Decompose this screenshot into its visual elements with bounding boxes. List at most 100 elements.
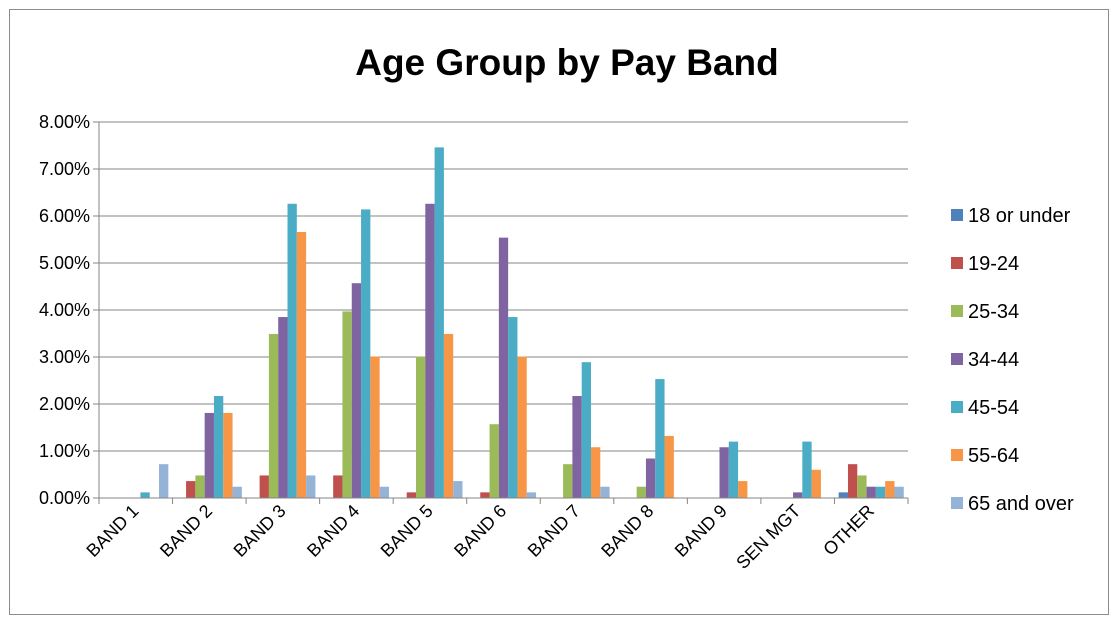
legend-item: 55-64 [951, 445, 1019, 467]
bar [159, 464, 169, 498]
legend-item: 65 and over [951, 493, 1074, 515]
legend-label: 18 or under [968, 205, 1071, 227]
legend-swatch [951, 257, 963, 269]
bar [306, 475, 316, 498]
bar [738, 481, 748, 498]
bar [563, 464, 573, 498]
bar [406, 492, 417, 498]
legend-label: 25-34 [968, 301, 1019, 323]
bar [508, 317, 518, 498]
bar [847, 464, 858, 498]
bar [232, 486, 242, 498]
x-tick-label: BAND 7 [524, 501, 584, 561]
y-tick-label: 0.00% [39, 488, 90, 508]
bar [195, 475, 205, 498]
bar [664, 435, 674, 498]
bar [416, 356, 426, 498]
bar [370, 356, 380, 498]
bar [857, 475, 867, 498]
bar [489, 424, 499, 498]
bar [213, 396, 224, 498]
bar [259, 475, 269, 498]
bars [140, 147, 904, 499]
legend-item: 18 or under [951, 205, 1071, 227]
bar [590, 447, 601, 498]
bar [379, 486, 389, 498]
x-tick-label: BAND 6 [450, 501, 510, 561]
bar [498, 237, 509, 498]
y-tick-label: 1.00% [39, 441, 90, 461]
legend-label: 45-54 [968, 397, 1019, 419]
bar [655, 379, 665, 498]
y-tick-label: 8.00% [39, 112, 90, 132]
bar [600, 486, 610, 498]
y-tick-label: 3.00% [39, 347, 90, 367]
bar [287, 203, 297, 498]
bar [636, 486, 646, 498]
bar [728, 441, 739, 498]
legend-label: 34-44 [968, 349, 1019, 371]
legend-swatch [951, 209, 963, 221]
bar [793, 492, 803, 498]
legend-swatch [951, 353, 963, 365]
legend-item: 45-54 [951, 397, 1019, 419]
bar [866, 486, 876, 498]
y-tick-label: 4.00% [39, 300, 90, 320]
bar [645, 458, 656, 498]
series-0 [838, 492, 848, 498]
bar [885, 481, 895, 498]
bar [517, 356, 527, 498]
bar [140, 492, 150, 498]
bar [296, 231, 307, 499]
x-tick-label: OTHER [819, 501, 878, 560]
x-tick-label: BAND 4 [303, 501, 363, 561]
series-1 [186, 464, 858, 498]
bar [434, 147, 444, 498]
bar [838, 492, 848, 498]
x-tick-label: BAND 5 [377, 501, 437, 561]
bar [425, 203, 435, 498]
legend-label: 65 and over [968, 493, 1074, 515]
legend-item: 19-24 [951, 253, 1019, 275]
bar [453, 481, 463, 498]
bar [204, 412, 214, 498]
legend-item: 25-34 [951, 301, 1019, 323]
bar [875, 486, 886, 498]
y-tick-label: 6.00% [39, 206, 90, 226]
legend-swatch [951, 449, 963, 461]
bar [186, 481, 196, 498]
bar [526, 492, 537, 498]
y-tick-label: 7.00% [39, 159, 90, 179]
bar [333, 475, 343, 498]
bar [342, 311, 352, 498]
legend-swatch [951, 497, 963, 509]
x-axis: BAND 1 BAND 2 BAND 3 BAND 4 BAND 5 BAND 6 BAND… [82, 497, 909, 573]
x-tick-label: BAND 9 [671, 501, 731, 561]
y-tick-label: 2.00% [39, 394, 90, 414]
bar [894, 486, 904, 498]
bar [480, 492, 490, 498]
series-3 [204, 203, 876, 498]
x-tick-label: SEN MGT [732, 501, 804, 573]
legend-item: 34-44 [951, 349, 1019, 371]
bar [581, 362, 591, 498]
bar [811, 469, 821, 498]
legend-swatch [951, 305, 963, 317]
bar [361, 209, 371, 499]
bar [223, 412, 233, 498]
bar [572, 396, 582, 498]
chart-title: Age Group by Pay Band [355, 42, 779, 83]
x-tick-label: BAND 1 [82, 501, 142, 561]
series-6 [159, 464, 904, 498]
bar [719, 447, 729, 498]
series-2 [195, 311, 867, 498]
chart-frame [9, 9, 1109, 615]
bar [351, 283, 362, 498]
legend-label: 55-64 [968, 445, 1019, 467]
bar [802, 441, 812, 498]
y-tick-label: 5.00% [39, 253, 90, 273]
series-4 [140, 147, 886, 499]
bar [278, 317, 288, 498]
series-5 [223, 231, 895, 499]
